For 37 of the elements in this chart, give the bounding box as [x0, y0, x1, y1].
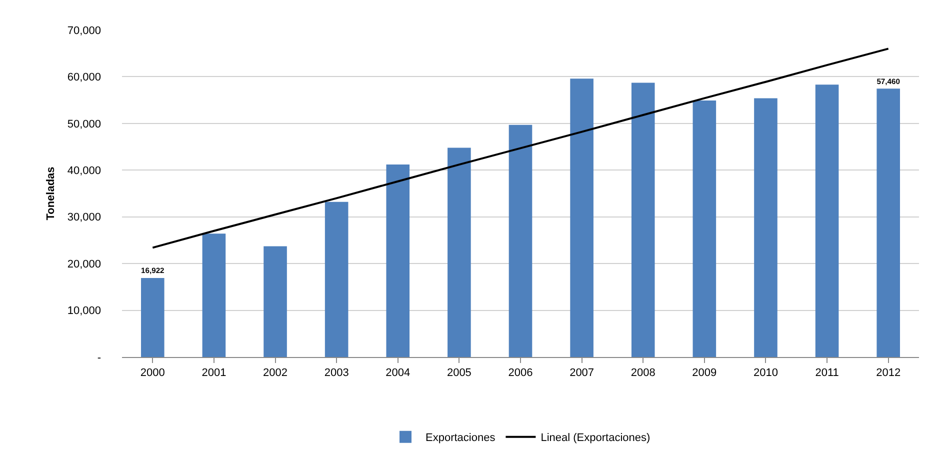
bar	[570, 78, 594, 357]
y-tick-label: -	[97, 352, 102, 364]
bar	[386, 164, 410, 357]
x-tick-label: 2010	[753, 367, 778, 380]
bar	[264, 246, 287, 357]
bar	[324, 202, 348, 357]
legend-label: Lineal (Exportaciones)	[540, 432, 650, 444]
x-tick-label: 2008	[630, 367, 656, 380]
y-tick-label: 70,000	[67, 24, 101, 37]
y-tick-label: 50,000	[67, 118, 101, 130]
x-tick-label: 2011	[815, 367, 839, 380]
y-tick-label: 30,000	[67, 212, 101, 224]
y-tick-label: 10,000	[67, 305, 101, 318]
bar	[876, 88, 900, 357]
x-tick-label: 2001	[202, 367, 226, 380]
bar	[815, 84, 839, 357]
x-tick-label: 2000	[140, 367, 165, 380]
x-tick-label: 2003	[324, 367, 349, 380]
x-tick-label: 2002	[263, 367, 288, 380]
x-tick-label: 2012	[876, 367, 901, 380]
bar	[141, 278, 164, 357]
bar	[202, 234, 226, 357]
bar	[692, 100, 716, 357]
bar	[754, 98, 778, 357]
legend-label: Exportaciones	[426, 432, 496, 444]
bar	[631, 82, 655, 357]
bar	[448, 148, 471, 357]
bar	[508, 124, 532, 357]
x-tick-label: 2009	[692, 367, 717, 380]
x-tick-label: 2005	[446, 367, 472, 380]
y-tick-label: 40,000	[67, 164, 101, 177]
y-axis-title: Toneladas	[44, 166, 57, 220]
x-tick-label: 2006	[508, 367, 533, 380]
x-tick-label: 2004	[386, 367, 410, 380]
y-tick-label: 20,000	[67, 258, 101, 270]
x-tick-label: 2007	[570, 367, 594, 380]
y-tick-label: 60,000	[67, 72, 101, 84]
